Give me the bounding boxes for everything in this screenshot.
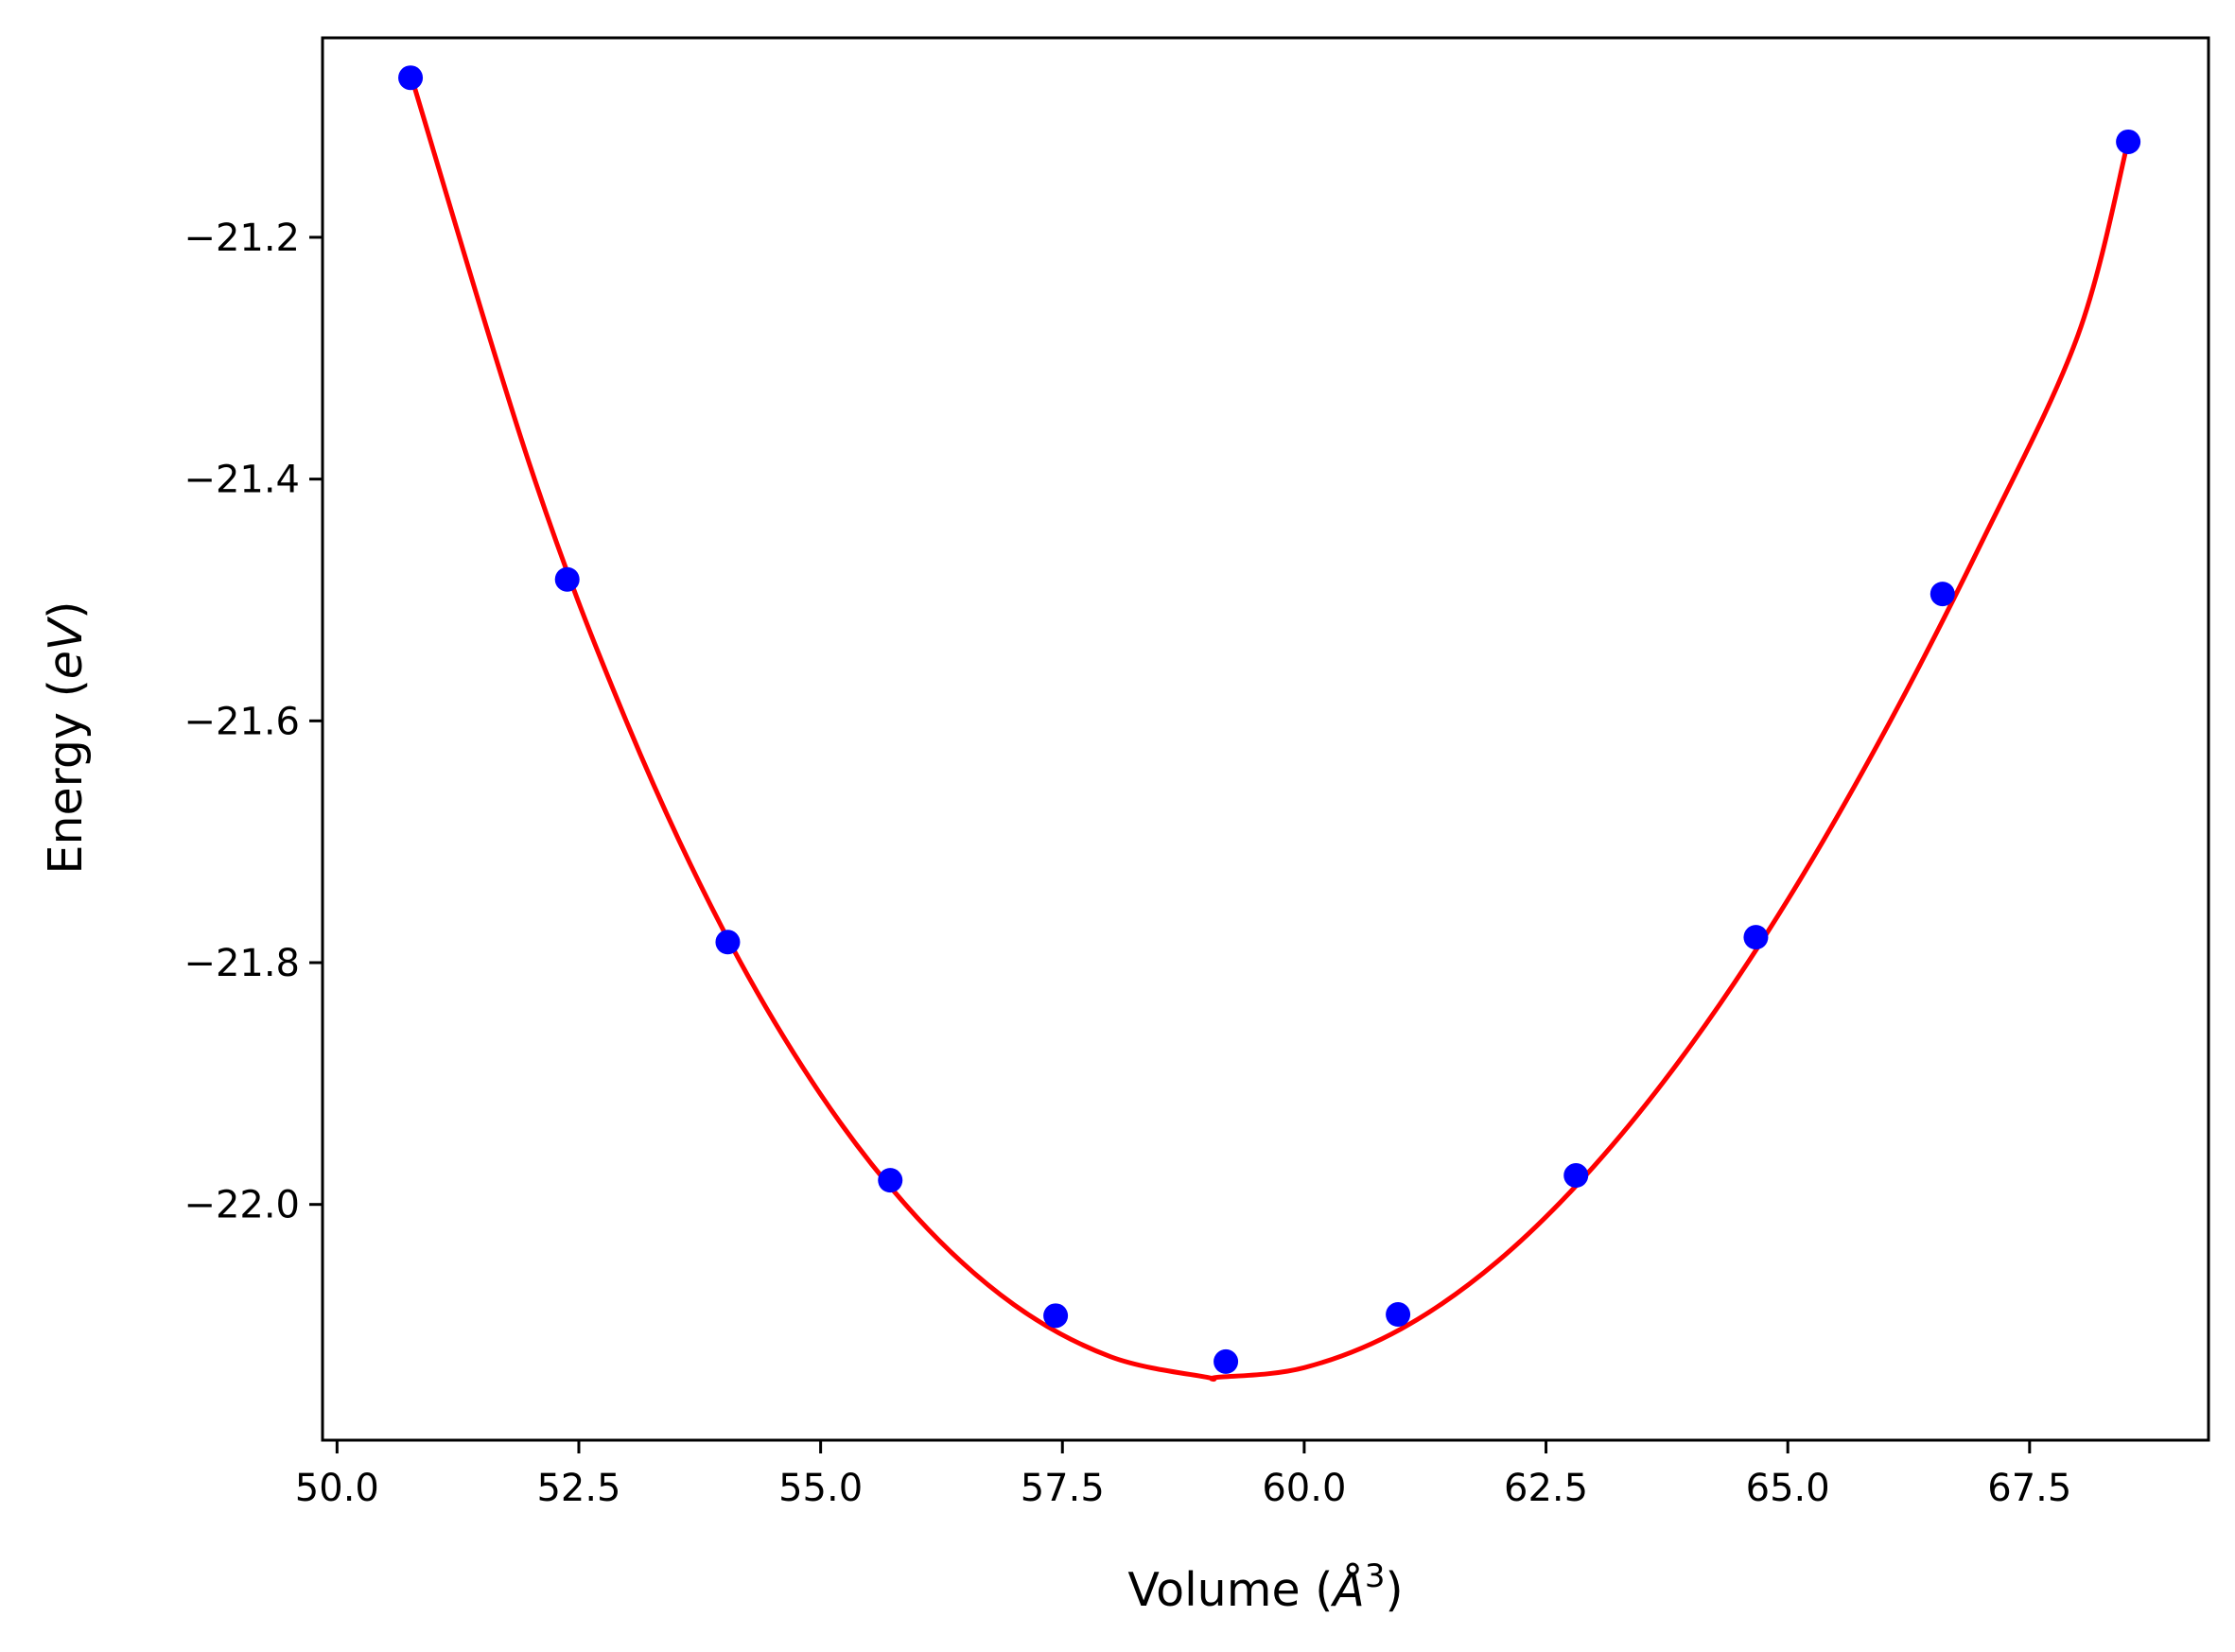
x-axis: 50.0 52.5 55.0 57.5 60.0 62.5 65.0 67.5 — [295, 1440, 2071, 1510]
data-point — [554, 566, 580, 592]
x-tick-label: 65.0 — [1746, 1467, 1830, 1510]
data-point — [1043, 1303, 1069, 1329]
y-tick-label: −21.2 — [183, 217, 300, 260]
y-tick-label: −21.8 — [183, 942, 300, 985]
data-point — [1214, 1348, 1239, 1374]
x-tick-label: 55.0 — [778, 1467, 863, 1510]
y-axis-title-symbol: eV — [39, 616, 93, 679]
y-tick-label: −22.0 — [183, 1184, 300, 1227]
x-axis-title-superscript: 3 — [1365, 1557, 1386, 1595]
x-tick-label: 57.5 — [1021, 1467, 1105, 1510]
x-tick-label: 60.0 — [1262, 1467, 1346, 1510]
y-axis-title: Energy (eV) — [39, 600, 93, 874]
data-point — [1386, 1302, 1411, 1328]
data-point — [715, 930, 741, 955]
x-tick-label: 62.5 — [1504, 1467, 1588, 1510]
data-point — [878, 1168, 903, 1193]
data-point — [2116, 129, 2141, 154]
x-tick-label: 67.5 — [1987, 1467, 2071, 1510]
data-point — [1929, 582, 1955, 607]
fit-curve — [408, 73, 2131, 1382]
x-axis-title-symbol: Å — [1330, 1561, 1365, 1617]
plot-frame — [321, 36, 2210, 1442]
x-tick-label: 52.5 — [536, 1467, 620, 1510]
y-axis: −21.2 −21.4 −21.6 −21.8 −22.0 — [183, 217, 323, 1227]
x-tick-label: 50.0 — [295, 1467, 379, 1510]
data-point — [1743, 925, 1769, 950]
data-point — [398, 65, 424, 91]
y-tick-label: −21.4 — [183, 459, 300, 502]
y-tick-label: −21.6 — [183, 700, 300, 743]
data-point — [1563, 1163, 1589, 1189]
x-axis-title: Volume (Å3) — [1127, 1557, 1403, 1617]
plot-content — [398, 65, 2141, 1382]
